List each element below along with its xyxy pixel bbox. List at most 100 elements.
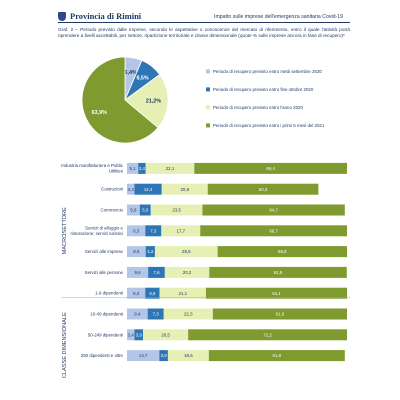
group-label: CLASSE DIMENSIONALE [62, 312, 68, 378]
bar-segment [148, 266, 165, 278]
bar-value-label: 3,9 [161, 353, 168, 358]
bar-value-label: 8,3 [133, 228, 140, 233]
bar-segment [159, 287, 206, 299]
header-divider [58, 22, 350, 23]
bar-value-label: 69,4 [266, 166, 275, 171]
bar-value-label: 7,6 [153, 270, 160, 275]
bar-segment [154, 246, 218, 258]
bar-segment [145, 246, 155, 258]
legend-swatch [206, 87, 210, 92]
legend-entry: Periodo di recupero previsto entro metà … [213, 69, 322, 74]
bar-segment [127, 225, 146, 237]
bar-segment [209, 266, 347, 278]
bar-segment [164, 266, 210, 278]
legend-entry: Periodo di recupero previsto entro fine … [213, 87, 314, 92]
bar-segment [134, 183, 162, 195]
bar-segment [163, 308, 213, 320]
category-label: ristorazione; servizi turistici [71, 231, 123, 236]
category-label: Costruzioni [101, 187, 123, 192]
category-label: 10-49 dipendenti [90, 312, 123, 317]
bar-segment [194, 162, 347, 174]
bar-segment [207, 183, 319, 195]
bar-value-label: 66,7 [269, 228, 278, 233]
pie-slice [124, 73, 169, 129]
bar-segment [127, 204, 140, 216]
bar-value-label: 5,1 [130, 166, 137, 171]
bar-value-label: 18,6 [184, 353, 193, 358]
bar-value-label: 17,7 [177, 228, 186, 233]
bar-segment [212, 308, 347, 320]
bar-segment [159, 350, 168, 362]
bar-value-label: 9,6 [135, 270, 142, 275]
pie-slice-label: 63,9% [92, 110, 107, 116]
bar-segment [167, 350, 209, 362]
bar-value-label: 50,3 [259, 187, 268, 192]
bar-value-label: 23,5 [172, 208, 181, 213]
bar-segment [127, 266, 149, 278]
bar-value-label: 58,8 [278, 249, 287, 254]
bar-value-label: 64,1 [272, 291, 281, 296]
bar-value-label: 14,7 [139, 353, 148, 358]
bar-segment [134, 329, 144, 341]
chart-caption: Graf. 2 – Periodo previsto dalle imprese… [58, 27, 350, 38]
bar-value-label: 22,1 [166, 166, 175, 171]
bar-segment [127, 246, 146, 258]
bar-segment [200, 225, 347, 237]
bar-segment [127, 287, 146, 299]
bar-value-label: 5,8 [130, 208, 137, 213]
legend-swatch [206, 123, 210, 128]
pie-slice-label: 21,2% [146, 99, 161, 105]
bar-value-label: 5,0 [142, 208, 149, 213]
pie-slice-label: 6,4% [125, 70, 137, 76]
bar-value-label: 20,9 [180, 187, 189, 192]
bar-segment [217, 246, 347, 258]
bar-value-label: 61,0 [276, 312, 285, 317]
bar-segment [138, 162, 146, 174]
bar-segment [143, 329, 189, 341]
bar-value-label: 20,2 [183, 270, 192, 275]
category-label: Servizi alle imprese [85, 249, 124, 254]
bar-segment [208, 350, 345, 362]
bar-value-label: 12,4 [144, 187, 153, 192]
bar-value-label: 62,5 [274, 270, 283, 275]
page-title: Provincia di Rimini [70, 11, 142, 21]
category-label: Commercio [101, 208, 124, 213]
bar-value-label: 6,5 [149, 291, 156, 296]
bar-segment [205, 287, 347, 299]
bar-segment [161, 183, 208, 195]
bar-value-label: 8,3 [133, 291, 140, 296]
bar-segment [150, 204, 203, 216]
bar-value-label: 7,3 [153, 312, 160, 317]
bar-value-label: 3,4 [128, 332, 135, 337]
bar-segment [188, 329, 347, 341]
pie-slice-label: 8,5% [136, 76, 148, 82]
bar-segment [147, 308, 164, 320]
page-subtitle: Impatto sulle imprese dell'emergenza san… [214, 14, 344, 20]
legend-entry: Periodo di recupero previsto entro l'ann… [213, 105, 303, 110]
bar-segment [202, 204, 345, 216]
bar-segment [127, 350, 160, 362]
pie-slice [81, 56, 159, 144]
category-label: Servizi di alloggio e [85, 226, 123, 231]
bar-segment [145, 162, 195, 174]
bar-value-label: 20,5 [161, 332, 170, 337]
bar-value-label: 22,3 [184, 312, 193, 317]
bar-value-label: 3,9 [136, 332, 143, 337]
bar-value-label: 3,4 [128, 187, 135, 192]
legend-swatch [206, 69, 210, 74]
bar-value-label: 21,1 [178, 291, 187, 296]
bar-segment [127, 308, 148, 320]
bar-value-label: 9,4 [134, 312, 141, 317]
bar-value-label: 3,4 [139, 166, 146, 171]
bar-segment [139, 204, 151, 216]
legend-entry: Periodo di recupero previsto entro i pri… [213, 123, 325, 128]
province-logo-icon [58, 12, 66, 21]
category-label: 1-9 dipendenti [95, 291, 123, 296]
bar-value-label: 4,2 [147, 249, 154, 254]
bar-value-label: 64,7 [269, 208, 278, 213]
bar-value-label: 28,5 [182, 249, 191, 254]
bar-segment [161, 225, 201, 237]
bar-segment [127, 162, 139, 174]
